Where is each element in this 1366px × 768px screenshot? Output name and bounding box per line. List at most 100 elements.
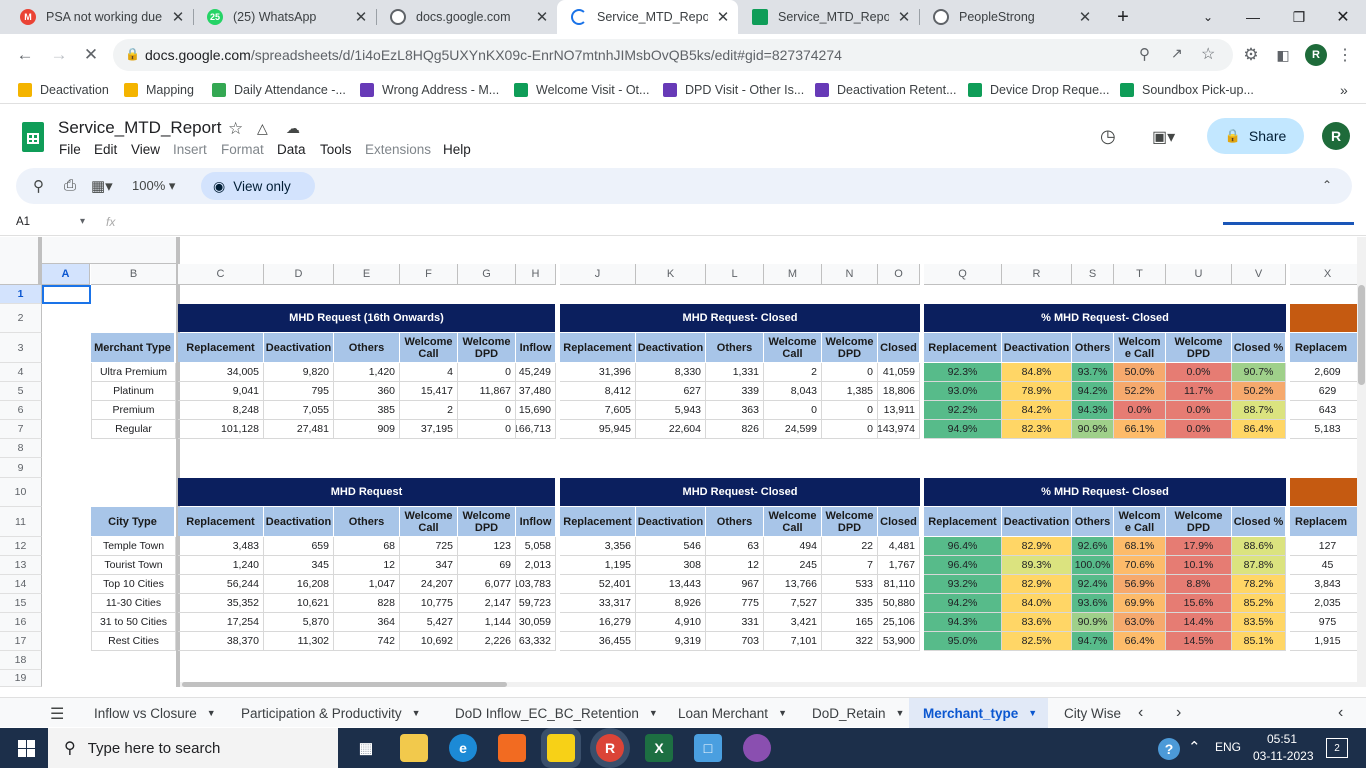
column-header[interactable]: R bbox=[1002, 264, 1072, 285]
row-header[interactable]: 12 bbox=[0, 537, 42, 556]
clock-time[interactable]: 05:51 bbox=[1267, 732, 1298, 746]
column-header[interactable]: O bbox=[878, 264, 920, 285]
menu-view[interactable]: View bbox=[131, 142, 161, 157]
row-header[interactable]: 16 bbox=[0, 613, 42, 632]
column-header[interactable]: F bbox=[400, 264, 458, 285]
browser-tab[interactable]: 25 (25) WhatsApp ✕ bbox=[193, 0, 376, 34]
sheet-tab-menu-icon[interactable]: ▼ bbox=[648, 708, 658, 718]
bookmark-item[interactable]: Wrong Address - M... bbox=[360, 81, 499, 99]
column-header[interactable]: G bbox=[458, 264, 516, 285]
column-header[interactable]: S bbox=[1072, 264, 1114, 285]
vertical-scrollbar[interactable] bbox=[1357, 237, 1366, 687]
cloud-status-icon[interactable]: ☁ bbox=[286, 120, 300, 136]
window-close-icon[interactable]: ✕ bbox=[1336, 9, 1350, 26]
close-icon[interactable]: ✕ bbox=[354, 9, 368, 26]
column-header[interactable]: Q bbox=[924, 264, 1002, 285]
vertical-scroll-thumb[interactable] bbox=[1358, 285, 1365, 385]
row-header[interactable]: 14 bbox=[0, 575, 42, 594]
column-header[interactable]: H bbox=[516, 264, 556, 285]
select-view-icon[interactable]: ▦▾ bbox=[91, 178, 113, 195]
row-header[interactable]: 3 bbox=[0, 333, 42, 363]
taskbar-search-box[interactable]: ⚲ Type here to search bbox=[48, 728, 338, 768]
row-header[interactable]: 9 bbox=[0, 458, 42, 478]
zoom-select[interactable]: 100% ▾ bbox=[132, 178, 176, 193]
browser-tab[interactable]: M PSA not working due ✕ bbox=[6, 0, 193, 34]
browser-tab[interactable]: Service_MTD_Report ✕ bbox=[738, 0, 919, 34]
tab-search-icon[interactable]: ⌄ bbox=[1202, 10, 1214, 24]
column-header[interactable]: D bbox=[264, 264, 334, 285]
sticky-notes-icon[interactable] bbox=[547, 734, 575, 762]
row-header[interactable]: 1 bbox=[0, 285, 42, 304]
sheet-tab[interactable]: City Wise bbox=[1050, 698, 1122, 728]
menu-file[interactable]: File bbox=[59, 142, 81, 157]
snipping-tool-icon[interactable] bbox=[743, 734, 771, 762]
bookmark-item[interactable]: DPD Visit - Other Is... bbox=[663, 81, 804, 99]
language-indicator[interactable]: ENG bbox=[1215, 740, 1242, 754]
bookmark-item[interactable]: Soundbox Pick-up... bbox=[1120, 81, 1254, 99]
row-header[interactable]: 13 bbox=[0, 556, 42, 575]
sheet-tab-menu-icon[interactable]: ▼ bbox=[206, 708, 216, 718]
selected-cell-a1[interactable] bbox=[42, 285, 91, 304]
select-all-corner[interactable] bbox=[0, 237, 42, 285]
meet-icon[interactable]: ▣▾ bbox=[1152, 129, 1176, 146]
new-tab-button[interactable]: + bbox=[1117, 5, 1129, 28]
close-icon[interactable]: ✕ bbox=[535, 9, 549, 26]
sheet-tab-menu-icon[interactable]: ▼ bbox=[778, 708, 787, 718]
close-icon[interactable]: ✕ bbox=[171, 9, 185, 26]
column-header[interactable]: V bbox=[1232, 264, 1286, 285]
menu-tools[interactable]: Tools bbox=[320, 142, 352, 157]
column-header[interactable]: U bbox=[1166, 264, 1232, 285]
column-header[interactable]: T bbox=[1114, 264, 1166, 285]
star-icon[interactable]: ☆ bbox=[228, 119, 244, 138]
row-header[interactable]: 19 bbox=[0, 670, 42, 687]
windows-start-icon[interactable] bbox=[18, 740, 35, 757]
sheet-tab[interactable]: Loan Merchant ▼ bbox=[664, 698, 795, 728]
scroll-tabs-right-icon[interactable]: › bbox=[1176, 704, 1182, 721]
menu-data[interactable]: Data bbox=[277, 142, 306, 157]
close-icon[interactable]: ✕ bbox=[897, 9, 911, 26]
row-header[interactable]: 17 bbox=[0, 632, 42, 651]
all-sheets-icon[interactable]: ☰ bbox=[50, 706, 65, 723]
notifications-icon[interactable]: 2 bbox=[1326, 738, 1348, 758]
browser-tab[interactable]: docs.google.com ✕ bbox=[376, 0, 557, 34]
minimize-icon[interactable]: — bbox=[1246, 9, 1260, 25]
document-title[interactable]: Service_MTD_Report bbox=[58, 118, 222, 137]
more-bookmarks-icon[interactable]: » bbox=[1340, 82, 1348, 98]
history-icon[interactable]: ◷ bbox=[1100, 126, 1116, 146]
horizontal-scrollbar[interactable] bbox=[180, 682, 1357, 687]
sheet-tab[interactable]: Participation & Productivity ▼ bbox=[227, 698, 438, 728]
back-icon[interactable]: ← bbox=[16, 45, 34, 64]
scroll-tabs-left-icon[interactable]: ‹ bbox=[1138, 704, 1144, 721]
extensions-icon[interactable]: ⚙ bbox=[1243, 45, 1259, 64]
column-header[interactable]: N bbox=[822, 264, 878, 285]
close-icon[interactable]: ✕ bbox=[1078, 9, 1092, 26]
stop-loading-icon[interactable]: ✕ bbox=[83, 45, 99, 64]
column-header[interactable]: X bbox=[1290, 264, 1366, 285]
view-only-button[interactable]: ◉ View only bbox=[201, 172, 315, 200]
edge-icon[interactable]: e bbox=[449, 734, 477, 762]
app-orange-icon[interactable] bbox=[498, 734, 526, 762]
row-header[interactable]: 8 bbox=[0, 439, 42, 458]
row-header[interactable]: 7 bbox=[0, 420, 42, 439]
browser-tab[interactable]: PeopleStrong ✕ bbox=[919, 0, 1100, 34]
collapse-toolbar-icon[interactable]: ⌃ bbox=[1322, 178, 1333, 192]
sheet-tab[interactable]: Inflow vs Closure ▼ bbox=[80, 698, 224, 728]
task-view-icon[interactable]: ▦ bbox=[358, 740, 374, 757]
sheets-logo-icon[interactable] bbox=[22, 122, 44, 152]
share-page-icon[interactable]: ↗ bbox=[1171, 45, 1183, 61]
bookmark-item[interactable]: Deactivation Retent... bbox=[815, 81, 957, 99]
user-avatar[interactable]: R bbox=[1322, 122, 1350, 150]
column-header[interactable]: J bbox=[560, 264, 636, 285]
menu-help[interactable]: Help bbox=[443, 142, 471, 157]
bookmark-star-icon[interactable]: ☆ bbox=[1201, 46, 1216, 63]
forward-icon[interactable]: → bbox=[50, 45, 68, 64]
chrome-profile-avatar[interactable]: R bbox=[1305, 44, 1327, 66]
column-header[interactable]: B bbox=[91, 264, 177, 285]
bookmark-item[interactable]: Deactivation bbox=[18, 81, 109, 99]
name-box-dropdown-icon[interactable]: ▾ bbox=[80, 216, 86, 227]
row-header[interactable]: 6 bbox=[0, 401, 42, 420]
remote-desktop-icon[interactable]: □ bbox=[694, 734, 722, 762]
sheet-tab-menu-icon[interactable]: ▼ bbox=[411, 708, 421, 718]
help-icon[interactable]: ? bbox=[1158, 738, 1180, 760]
sheet-tab-menu-icon[interactable]: ▼ bbox=[895, 708, 905, 718]
